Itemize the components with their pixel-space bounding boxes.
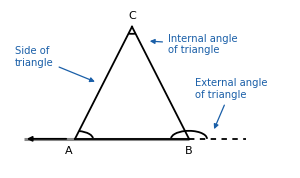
Text: Side of
triangle: Side of triangle xyxy=(15,46,94,82)
Text: Internal angle
of triangle: Internal angle of triangle xyxy=(151,34,238,55)
Text: External angle
of triangle: External angle of triangle xyxy=(195,78,268,128)
Text: A: A xyxy=(65,146,73,156)
Text: C: C xyxy=(128,11,136,21)
Text: B: B xyxy=(185,146,193,156)
